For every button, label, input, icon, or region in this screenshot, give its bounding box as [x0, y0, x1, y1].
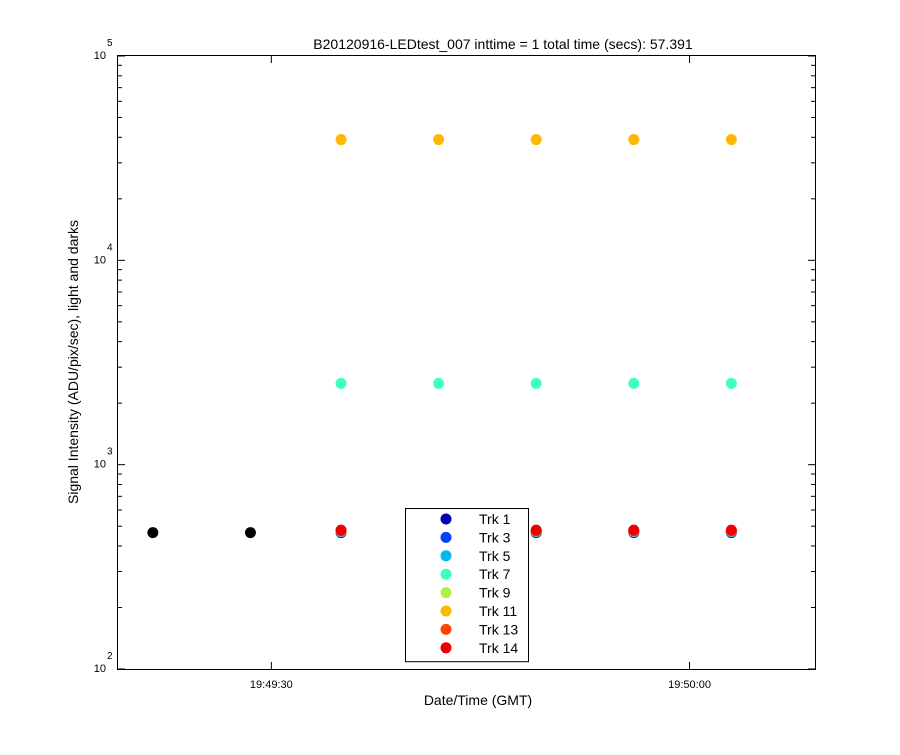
y-tick-label-base: 10	[94, 254, 106, 266]
legend: Trk 1 Trk 3 Trk 5 Trk 7 Trk 9 Trk 11 Trk 13 Trk…	[405, 508, 529, 663]
legend-box	[405, 508, 529, 663]
y-axis-label: Signal Intensity (ADU/pix/sec), light an…	[65, 220, 81, 504]
point-trk-3	[335, 377, 347, 389]
legend-label: Trk 11	[479, 603, 517, 619]
legend-label: Trk 7	[479, 566, 511, 582]
y-tick-label-base: 10	[94, 663, 106, 675]
legend-label: Trk 9	[479, 585, 511, 601]
point-trk-7	[335, 524, 347, 536]
legend-marker	[440, 605, 452, 617]
y-tick-label-exp: 3	[107, 447, 113, 458]
point-trk-5	[433, 134, 445, 146]
legend-marker	[440, 568, 452, 580]
legend-label: Trk 13	[479, 621, 518, 637]
legend-label: Trk 1	[479, 511, 511, 527]
dark-point	[244, 527, 256, 539]
y-tick-label-base: 10	[94, 50, 106, 62]
x-tick-label: 19:49:30	[250, 679, 293, 691]
point-trk-3	[433, 377, 445, 389]
point-trk-7	[530, 524, 542, 536]
x-tick-label: 19:50:00	[668, 679, 711, 691]
y-tick-label-exp: 5	[107, 38, 113, 49]
y-tick-label-base: 10	[94, 459, 106, 471]
legend-marker	[440, 513, 452, 525]
legend-marker	[440, 623, 452, 635]
legend-marker	[440, 642, 452, 654]
point-trk-5	[725, 134, 737, 146]
legend-marker	[440, 531, 452, 543]
y-tick-label-exp: 2	[107, 651, 113, 662]
x-axis-label: Date/Time (GMT)	[424, 692, 532, 708]
legend-label: Trk 3	[479, 529, 511, 545]
plot-frame	[117, 55, 816, 670]
chart-title: B20120916-LEDtest_007 inttime = 1 total …	[313, 36, 693, 52]
point-trk-5	[628, 134, 640, 146]
point-trk-7	[628, 524, 640, 536]
point-trk-3	[725, 377, 737, 389]
point-trk-5	[335, 134, 347, 146]
dark-point	[147, 527, 159, 539]
legend-marker	[440, 550, 452, 562]
point-trk-3	[530, 377, 542, 389]
plot-marks	[147, 134, 737, 539]
legend-label: Trk 5	[479, 548, 511, 564]
y-tick-label-exp: 4	[107, 242, 113, 253]
point-trk-5	[530, 134, 542, 146]
point-trk-7	[725, 524, 737, 536]
legend-label: Trk 14	[479, 640, 518, 656]
legend-marker	[440, 587, 452, 599]
point-trk-3	[628, 377, 640, 389]
